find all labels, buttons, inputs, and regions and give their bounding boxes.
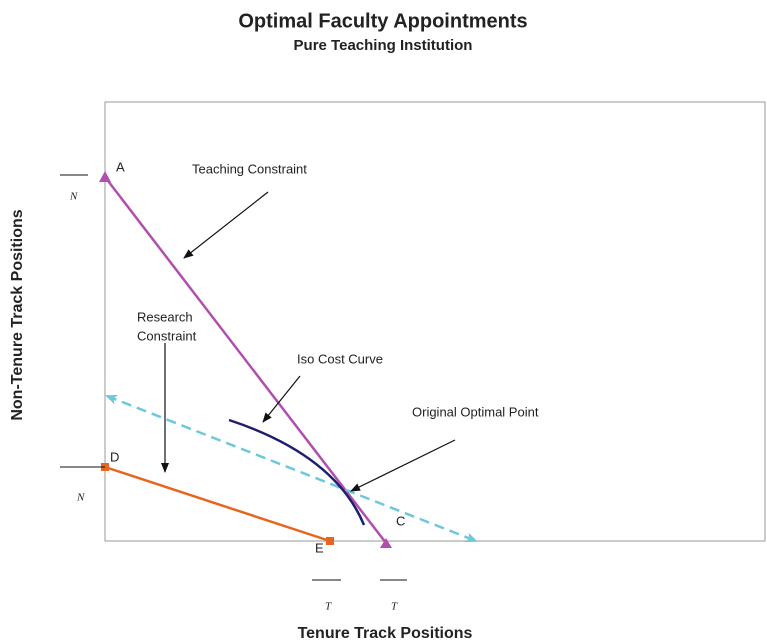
annotation: Iso Cost Curve xyxy=(297,351,383,366)
axis-symbol: N xyxy=(76,492,85,504)
marker-e xyxy=(326,537,334,545)
dashed-line xyxy=(105,394,478,543)
arrow xyxy=(262,375,301,423)
x-axis-label: Tenure Track Positions xyxy=(298,625,473,642)
marker-c xyxy=(380,538,392,548)
annotation: Teaching Constraint xyxy=(192,161,307,176)
axis-symbol: N xyxy=(69,191,78,203)
point-label: C xyxy=(396,513,405,528)
y-axis-label: Non-Tenure Track Positions xyxy=(9,209,26,420)
arrow xyxy=(183,191,269,259)
annotation: Research xyxy=(137,309,193,324)
subtitle: Pure Teaching Institution xyxy=(294,37,473,54)
point-label: A xyxy=(116,159,125,174)
point-label: D xyxy=(110,449,119,464)
axis-symbol: T xyxy=(391,601,398,613)
title: Optimal Faculty Appointments xyxy=(238,10,527,32)
arrow xyxy=(350,439,456,492)
point-label: E xyxy=(315,540,324,555)
annotation: Constraint xyxy=(137,328,197,343)
annotation: Original Optimal Point xyxy=(412,404,539,419)
iso-cost-curve xyxy=(228,418,366,526)
axis-symbol: T xyxy=(325,601,332,613)
research-line xyxy=(104,465,331,543)
marker-a xyxy=(99,171,111,182)
